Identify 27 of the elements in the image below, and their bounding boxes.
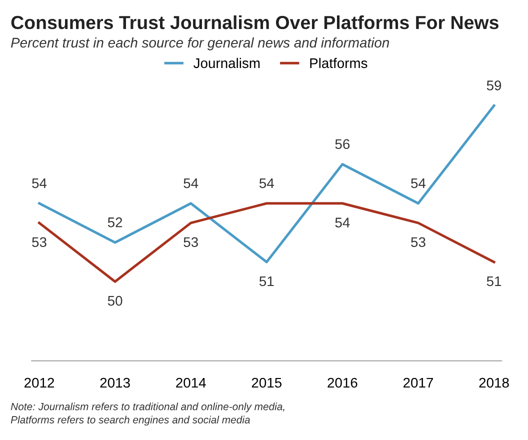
data-label: 56 [335, 139, 350, 150]
data-label: 54 [184, 178, 198, 188]
data-label: 54 [335, 218, 350, 228]
legend-label: Journalism [194, 58, 260, 68]
data-label: 52 [108, 217, 122, 228]
x-tick-label: 2013 [100, 378, 130, 388]
chart-subtitle: Percent trust in each source for general news and information [10, 37, 389, 50]
x-tick-label: 2014 [176, 378, 206, 388]
data-label: 54 [411, 178, 426, 188]
chart-title: Consumers Trust Journalism Over Platforms For News [11, 15, 498, 30]
data-label: 50 [108, 296, 122, 306]
x-tick-label: 2017 [403, 378, 433, 388]
data-label: 51 [259, 276, 274, 286]
data-label: 53 [184, 237, 198, 248]
text: Platforms refers to search engines and social media [10, 416, 250, 426]
legend-label: Platforms [310, 58, 368, 68]
data-label: 54 [32, 178, 47, 188]
x-tick-label: 2018 [479, 378, 509, 388]
data-label: 53 [411, 237, 426, 248]
text: Note: Journalism refers to traditional and online-only media, [10, 402, 284, 412]
data-label: 51 [486, 276, 502, 286]
data-label: 53 [32, 237, 46, 248]
x-tick-label: 2015 [252, 378, 282, 388]
data-label: 59 [486, 80, 502, 90]
x-tick-label: 2012 [24, 378, 54, 388]
data-label: 54 [259, 178, 274, 188]
x-tick-label: 2016 [328, 378, 358, 388]
